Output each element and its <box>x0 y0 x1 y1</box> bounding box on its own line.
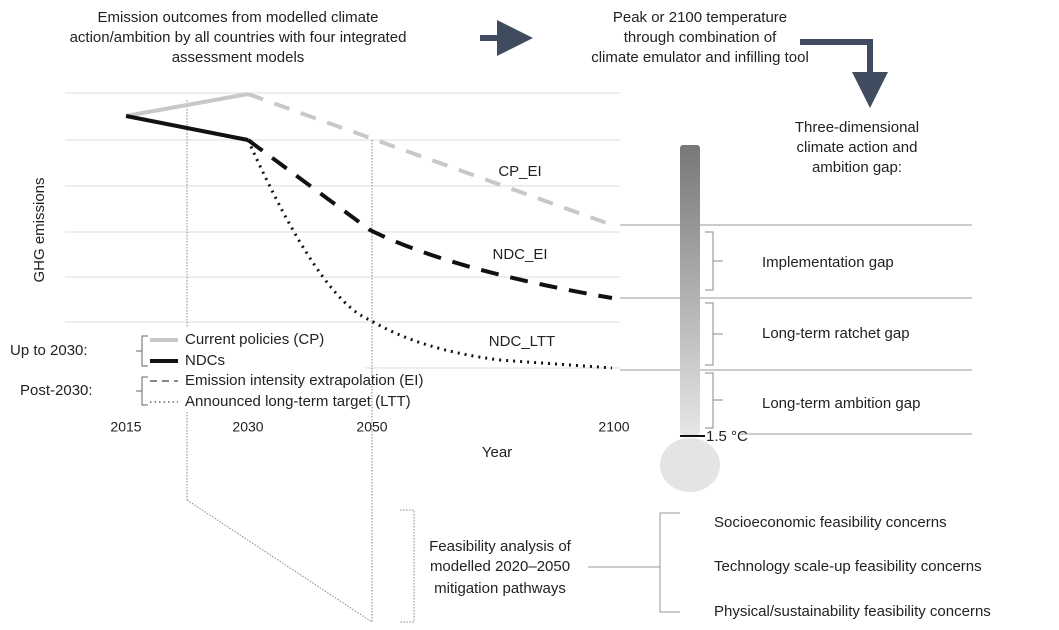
legend-group: Post-2030: <box>20 382 93 399</box>
x-ticks: 2015 2030 2050 2100 <box>110 419 629 435</box>
x-tick: 2030 <box>232 419 263 435</box>
concern: Technology scale-up feasibility concerns <box>714 558 982 575</box>
feasibility-title: Feasibility analysis of <box>429 538 572 555</box>
header: Emission outcomes from modelled climate … <box>70 9 920 176</box>
x-tick: 2015 <box>110 419 141 435</box>
step-text: climate emulator and infilling tool <box>591 49 809 66</box>
line-label: CP_EI <box>498 163 541 180</box>
legend-item: Current policies (CP) <box>185 331 324 348</box>
feasibility-title: mitigation pathways <box>434 580 566 597</box>
line-label: NDC_LTT <box>489 333 555 350</box>
legend-item: Emission intensity extrapolation (EI) <box>185 372 423 389</box>
line-label: NDC_EI <box>492 246 547 263</box>
step-text: through combination of <box>624 29 777 46</box>
gap-label: Long-term ratchet gap <box>762 325 910 342</box>
legend: Up to 2030: Post-2030: Current policies … <box>0 328 423 412</box>
feasibility: Feasibility analysis of modelled 2020–20… <box>429 512 991 620</box>
step-text: ambition gap: <box>812 159 902 176</box>
legend-item: NDCs <box>185 352 225 369</box>
grid <box>65 92 620 369</box>
step-text: Emission outcomes from modelled climate <box>98 9 379 26</box>
curves <box>125 92 613 370</box>
step-text: Peak or 2100 temperature <box>613 9 787 26</box>
concern: Socioeconomic feasibility concerns <box>714 514 947 531</box>
arrows <box>480 20 888 108</box>
legend-item: Announced long-term target (LTT) <box>185 393 411 410</box>
x-tick: 2050 <box>356 419 387 435</box>
gap-label: Long-term ambition gap <box>762 395 920 412</box>
step-text: action/ambition by all countries with fo… <box>70 29 407 46</box>
concern: Physical/sustainability feasibility conc… <box>714 603 991 620</box>
y-label: GHG emissions <box>31 177 48 282</box>
x-tick: 2100 <box>598 419 629 435</box>
thermometer: 1.5 °C Implementation gap Long-term ratc… <box>620 145 972 492</box>
x-label: Year <box>482 444 512 461</box>
step-text: climate action and <box>797 139 918 156</box>
legend-group: Up to 2030: <box>10 342 88 359</box>
feasibility-title: modelled 2020–2050 <box>430 558 570 575</box>
guides <box>186 100 415 623</box>
temp-mark: 1.5 °C <box>706 428 748 445</box>
gap-label: Implementation gap <box>762 254 894 271</box>
step-text: assessment models <box>172 49 305 66</box>
step-text: Three-dimensional <box>795 119 919 136</box>
